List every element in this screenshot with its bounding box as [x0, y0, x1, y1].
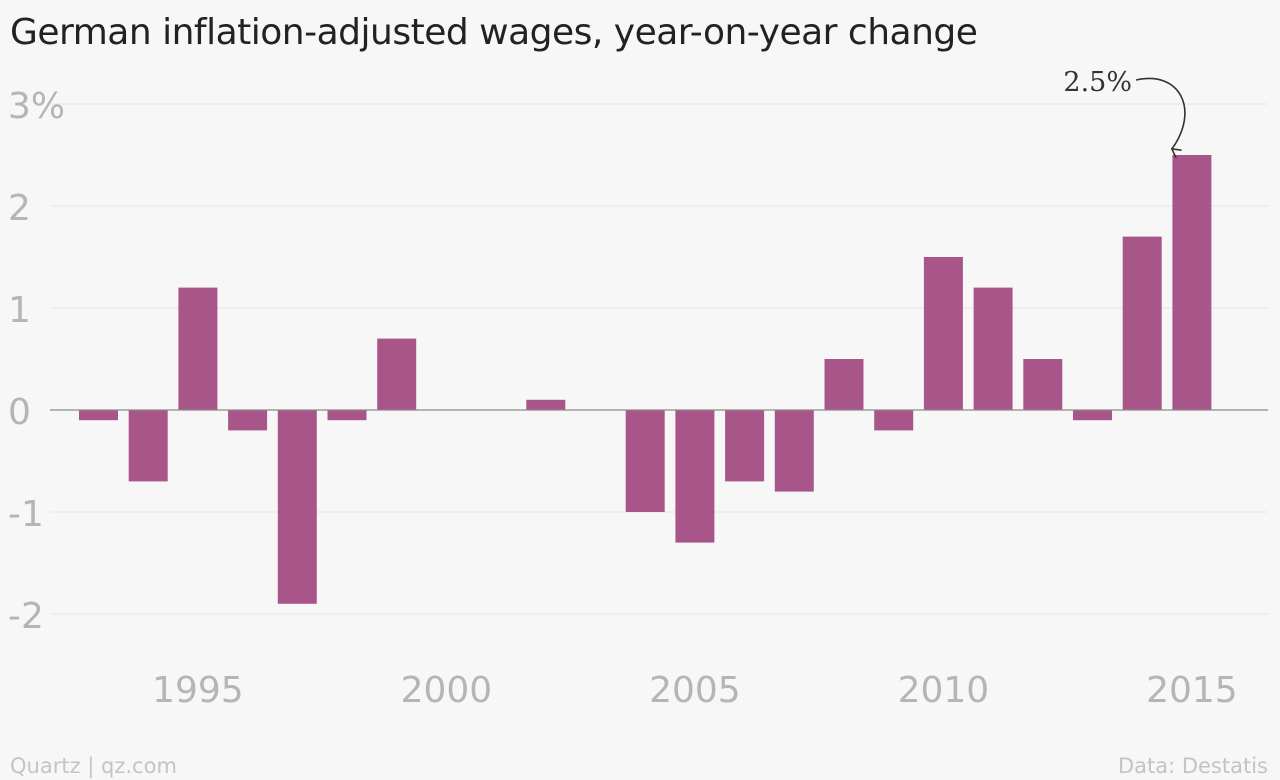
- x-tick-label: 2005: [649, 670, 741, 711]
- bar-2009: [874, 410, 914, 431]
- bar-2010: [923, 257, 963, 410]
- bar-1995: [178, 287, 218, 410]
- annotation-arrow: [1135, 77, 1186, 149]
- bars: [79, 155, 1212, 604]
- bar-2015: [1172, 155, 1212, 410]
- gridlines: [50, 103, 1268, 615]
- footer-source-right: Data: Destatis: [1117, 754, 1268, 778]
- y-tick-label: -1: [8, 494, 44, 535]
- bar-1998: [327, 410, 367, 421]
- y-axis-tick-labels: 3% 2 1 0 -1 -2: [8, 86, 65, 637]
- y-tick-label: 1: [8, 290, 31, 331]
- bar-2013: [1073, 410, 1112, 421]
- bar-2014: [1122, 236, 1162, 410]
- annotation-label: 2.5%: [1063, 67, 1132, 98]
- bar-2007: [774, 410, 814, 492]
- y-tick-label: -2: [8, 596, 44, 637]
- bar-1993: [79, 410, 118, 421]
- bar-1994: [128, 410, 168, 482]
- bar-2005: [675, 410, 715, 543]
- bar-2006: [725, 410, 765, 482]
- x-axis-tick-labels: 1995 2000 2005 2010 2015: [152, 670, 1238, 711]
- x-tick-label: 1995: [152, 670, 244, 711]
- bar-1996: [228, 410, 268, 431]
- chart-title: German inflation-adjusted wages, year-on…: [10, 12, 978, 53]
- y-tick-label: 2: [8, 188, 31, 229]
- bar-2004: [625, 410, 665, 512]
- bar-2002: [526, 399, 566, 410]
- annotation: 2.5%: [1063, 67, 1186, 149]
- bar-1999: [377, 338, 417, 410]
- y-tick-label: 3%: [8, 86, 65, 127]
- bar-2012: [1023, 359, 1063, 410]
- x-tick-label: 2015: [1146, 670, 1238, 711]
- bar-2008: [824, 359, 864, 410]
- footer-source-left: Quartz | qz.com: [10, 754, 177, 778]
- x-tick-label: 2000: [401, 670, 493, 711]
- x-tick-label: 2010: [898, 670, 990, 711]
- y-tick-label: 0: [8, 392, 31, 433]
- bar-2011: [973, 287, 1013, 410]
- bar-1997: [277, 410, 317, 604]
